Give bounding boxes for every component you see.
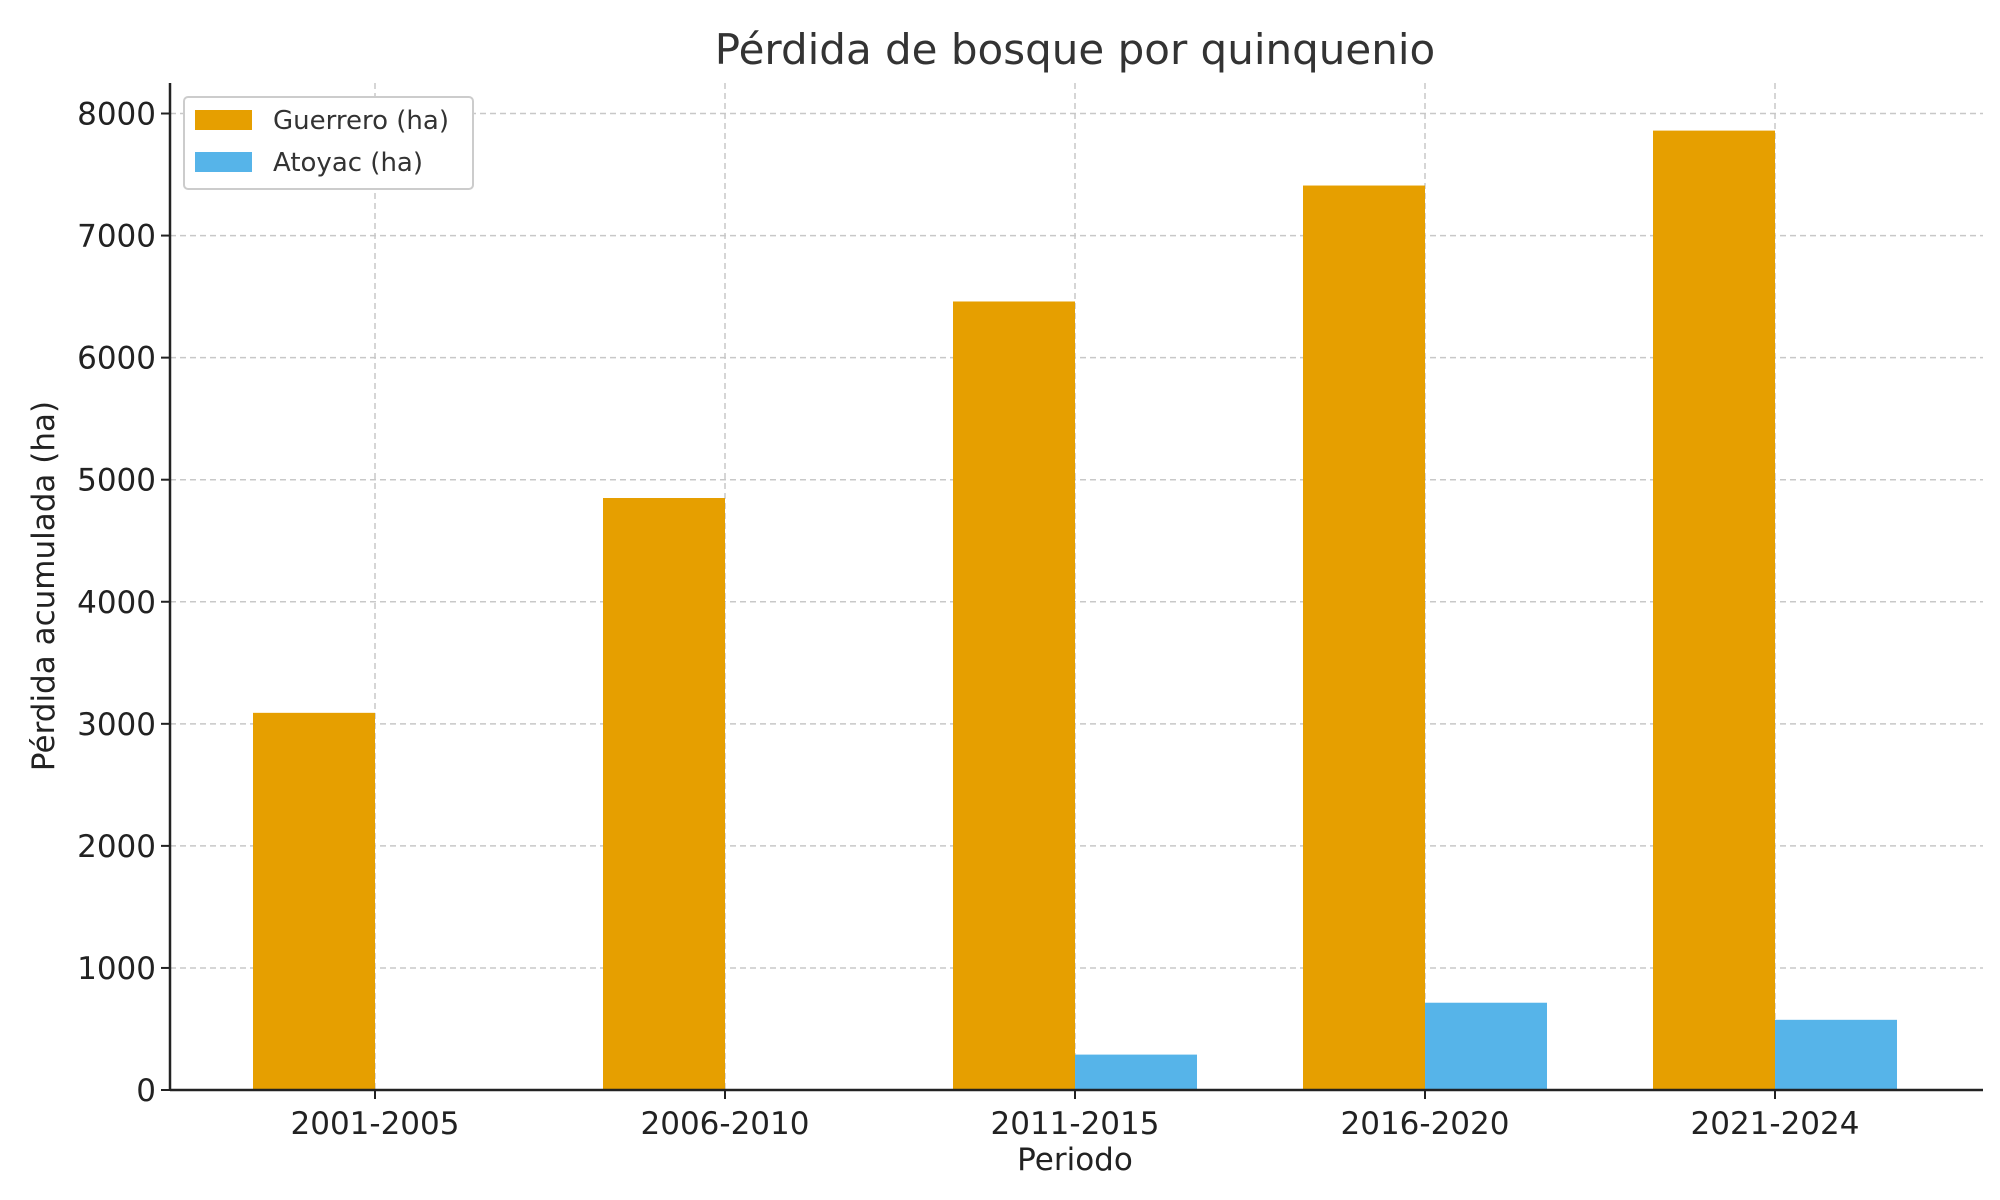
x-tick-label: 2021-2024 (1691, 1106, 1860, 1142)
y-tick-label: 8000 (77, 97, 156, 133)
x-tick-label: 2001-2005 (291, 1106, 460, 1142)
x-axis-label: Periodo (1017, 1142, 1133, 1178)
legend-box (183, 96, 474, 190)
x-ticks: 2001-2005 2006-2010 2011-2015 2016-2020 2021… (291, 1090, 1860, 1142)
bar-atoyac-2021-2024 (1775, 1019, 1897, 1090)
legend-label: Guerrero (ha) (273, 106, 449, 136)
y-tick-label: 4000 (77, 585, 156, 621)
y-tick-label: 2000 (77, 829, 156, 865)
legend-label: Atoyac (ha) (273, 148, 423, 178)
bars (253, 130, 1897, 1091)
y-axis-label: Pérdida acumulada (ha) (26, 401, 62, 771)
bar-atoyac-2016-2020 (1425, 1002, 1547, 1090)
bar-guerrero-2021-2024 (1653, 130, 1775, 1090)
y-tick-label: 0 (136, 1073, 156, 1109)
y-tick-label: 5000 (77, 463, 156, 499)
y-tick-label: 7000 (77, 219, 156, 255)
y-tick-label: 1000 (77, 951, 156, 987)
axes (168, 83, 1983, 1092)
x-tick-label: 2016-2020 (1341, 1106, 1510, 1142)
bar-guerrero-2016-2020 (1303, 185, 1425, 1091)
y-tick-label: 6000 (77, 341, 156, 377)
bar-guerrero-2006-2010 (603, 498, 725, 1090)
x-tick-label: 2011-2015 (991, 1106, 1160, 1142)
x-tick-label: 2006-2010 (641, 1106, 810, 1142)
bar-guerrero-2011-2015 (953, 301, 1075, 1090)
legend-swatch (195, 110, 252, 130)
legend-swatch (195, 152, 252, 172)
chart-title: Pérdida de bosque por quinquenio (715, 25, 1435, 74)
y-tick-label: 3000 (77, 707, 156, 743)
bar-guerrero-2001-2005 (253, 712, 375, 1090)
legend: Guerrero (ha) Atoyac (ha) (183, 96, 474, 190)
bar-atoyac-2011-2015 (1075, 1054, 1197, 1090)
y-ticks: 0 1000 2000 3000 4000 5000 6000 7000 8000 (77, 97, 170, 1109)
